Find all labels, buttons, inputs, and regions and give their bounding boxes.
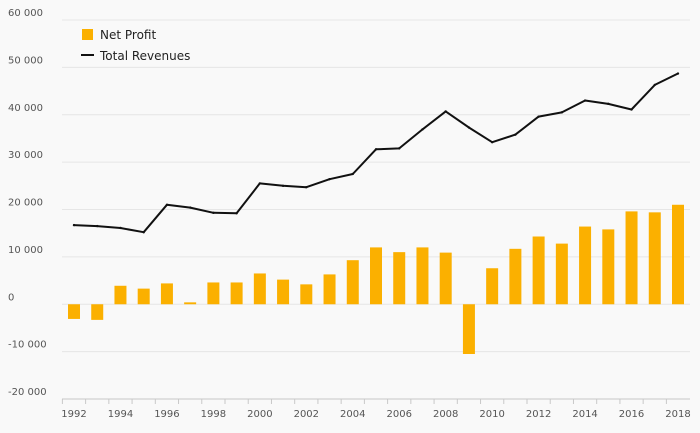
net-profit-bar	[91, 304, 104, 320]
net-profit-bar	[648, 212, 661, 305]
total-revenues-point	[212, 211, 215, 215]
total-revenues-point	[537, 115, 540, 118]
net-profit-bar	[672, 204, 684, 305]
y-tick-label: 20 000	[8, 198, 43, 209]
y-tick-label: -20 000	[8, 387, 47, 398]
net-profit-bar	[625, 211, 638, 305]
legend: Net Profit Total Revenues	[81, 28, 190, 63]
x-tick-label: 1998	[201, 409, 226, 420]
axes: 60 000 50 000 40 000 30 000 20 000 10 000 0 -10…	[8, 8, 691, 420]
net-profit-bar	[346, 260, 359, 305]
total-revenues-point	[188, 206, 192, 209]
total-revenues-point	[653, 83, 656, 87]
x-tick-label: 2004	[340, 409, 365, 420]
y-tick-label: 40 000	[8, 103, 43, 114]
x-tick-label: 2002	[294, 409, 319, 420]
total-revenues-point	[583, 99, 587, 102]
x-tick-label: 2008	[433, 409, 458, 420]
net-profit-bar	[230, 282, 243, 305]
legend-label-net-profit: Net Profit	[100, 28, 156, 42]
x-tick-label: 2012	[526, 409, 551, 420]
y-tick-label: 30 000	[8, 150, 43, 161]
net-profit-bar	[462, 304, 475, 354]
total-revenues-point	[514, 133, 517, 136]
total-revenues-polyline	[73, 72, 679, 234]
net-profit-bar	[602, 229, 615, 305]
total-revenues-line	[72, 72, 680, 234]
legend-swatch-net-profit	[82, 29, 93, 40]
total-revenues-point	[560, 111, 564, 114]
net-profit-bar	[277, 279, 290, 305]
net-profit-bar	[486, 268, 499, 305]
total-revenues-point	[351, 172, 354, 176]
total-revenues-point	[398, 147, 401, 150]
total-revenues-point	[281, 184, 285, 188]
y-tick-label: -10 000	[8, 340, 47, 351]
total-revenues-point	[374, 148, 378, 151]
total-revenues-point	[305, 186, 308, 189]
total-revenues-point	[165, 203, 169, 206]
x-tick-label: 1992	[61, 409, 86, 420]
net-profit-bar	[416, 247, 429, 305]
net-profit-bar	[207, 282, 220, 305]
x-tick-label: 2018	[665, 409, 690, 420]
total-revenues-point	[676, 72, 680, 75]
y-tick-label: 0	[8, 292, 14, 303]
total-revenues-point	[258, 182, 262, 185]
total-revenues-point	[328, 177, 331, 181]
total-revenues-point	[235, 212, 238, 215]
net-profit-bar	[370, 247, 382, 305]
net-profit-bar	[68, 304, 80, 319]
x-tick-label: 2014	[572, 409, 597, 420]
x-tick-label: 1994	[108, 409, 133, 420]
net-profit-bar	[184, 302, 197, 305]
net-profit-bar	[393, 252, 406, 305]
x-tick-label: 2000	[247, 409, 272, 420]
net-profit-bar	[160, 283, 173, 305]
net-profit-bar	[253, 273, 266, 305]
net-profit-bar	[114, 285, 127, 305]
x-tick-label: 2010	[479, 409, 504, 420]
net-profit-bar	[555, 243, 568, 305]
net-profit-bar	[323, 274, 336, 305]
y-tick-label: 60 000	[8, 8, 43, 19]
x-tick-label: 2006	[387, 409, 412, 420]
total-revenues-point	[72, 223, 76, 227]
total-revenues-point	[421, 128, 424, 131]
total-revenues-point	[96, 224, 99, 228]
total-revenues-point	[142, 231, 145, 234]
legend-label-total-revenues: Total Revenues	[99, 49, 190, 63]
net-profit-bar	[137, 288, 150, 305]
x-tick-label: 1996	[154, 409, 179, 420]
y-tick-label: 10 000	[8, 245, 43, 256]
total-revenues-point	[630, 108, 633, 111]
total-revenues-point	[119, 226, 122, 230]
net-profit-bar	[532, 236, 545, 305]
y-tick-label: 50 000	[8, 55, 43, 66]
x-tick-label: 2016	[619, 409, 644, 420]
total-revenues-point	[444, 110, 447, 113]
net-profit-bar	[509, 248, 522, 305]
net-profit-bar	[439, 252, 452, 305]
net-profit-bar	[300, 284, 313, 305]
net-profit-bar	[579, 226, 592, 305]
total-revenues-point	[490, 141, 494, 144]
total-revenues-point	[607, 102, 610, 106]
net-profit-bars	[68, 204, 684, 354]
total-revenues-point	[467, 126, 471, 129]
